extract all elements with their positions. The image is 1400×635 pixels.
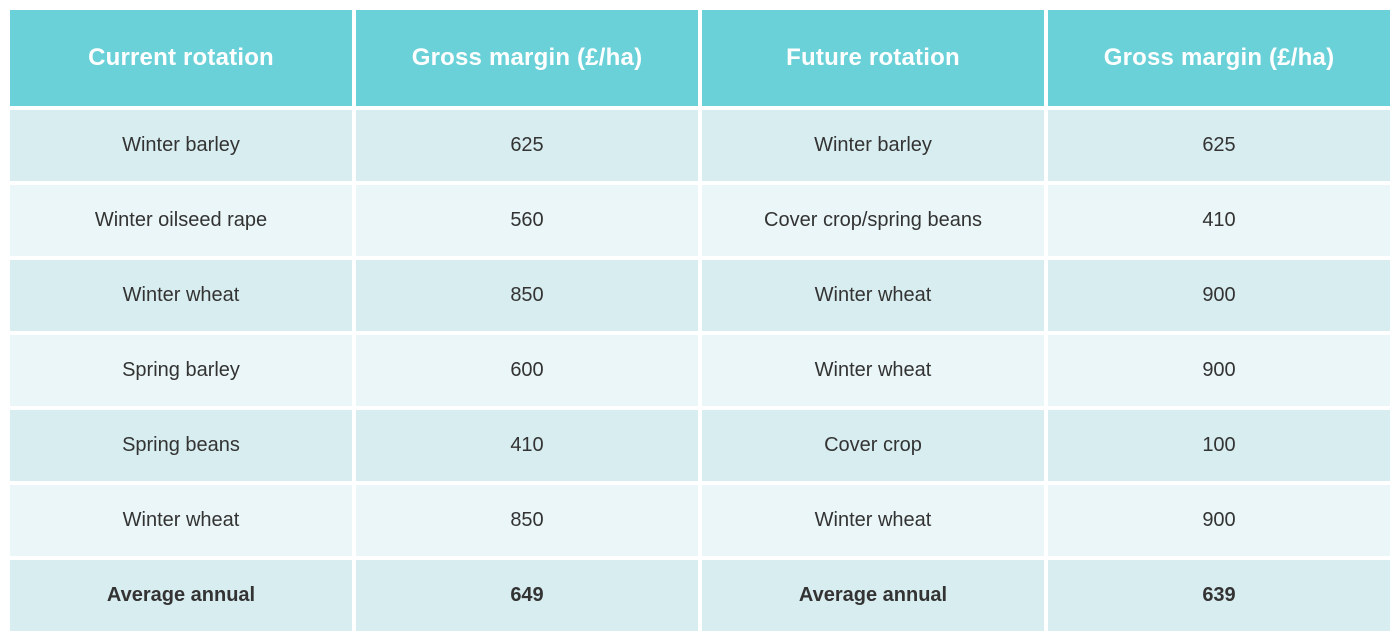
cell-current-rotation: Average annual — [10, 560, 352, 631]
cell-future-margin: 900 — [1048, 335, 1390, 406]
cell-current-margin: 410 — [356, 410, 698, 481]
cell-future-margin: 410 — [1048, 185, 1390, 256]
table-body: Winter barley 625 Winter barley 625 Winter o… — [10, 110, 1390, 631]
table-row: Winter wheat 850 Winter wheat 900 — [10, 485, 1390, 556]
cell-current-margin: 625 — [356, 110, 698, 181]
cell-future-rotation: Average annual — [702, 560, 1044, 631]
table-row: Spring barley 600 Winter wheat 900 — [10, 335, 1390, 406]
table-header: Current rotation Gross margin (£/ha) Futur… — [10, 10, 1390, 106]
cell-future-rotation: Winter wheat — [702, 335, 1044, 406]
cell-current-rotation: Winter wheat — [10, 485, 352, 556]
cell-future-rotation: Winter wheat — [702, 260, 1044, 331]
cell-future-margin: 625 — [1048, 110, 1390, 181]
rotation-comparison-table: Current rotation Gross margin (£/ha) Futur… — [6, 6, 1394, 635]
header-row: Current rotation Gross margin (£/ha) Futur… — [10, 10, 1390, 106]
cell-future-rotation: Winter barley — [702, 110, 1044, 181]
cell-current-margin: 850 — [356, 485, 698, 556]
cell-future-margin: 639 — [1048, 560, 1390, 631]
cell-future-margin: 900 — [1048, 260, 1390, 331]
cell-current-margin: 850 — [356, 260, 698, 331]
column-header: Current rotation — [10, 10, 352, 106]
table-row: Average annual 649 Average annual 639 — [10, 560, 1390, 631]
table-row: Winter barley 625 Winter barley 625 — [10, 110, 1390, 181]
column-header: Future rotation — [702, 10, 1044, 106]
cell-current-margin: 600 — [356, 335, 698, 406]
cell-current-margin: 560 — [356, 185, 698, 256]
cell-future-rotation: Cover crop/spring beans — [702, 185, 1044, 256]
cell-current-rotation: Spring beans — [10, 410, 352, 481]
cell-current-rotation: Winter barley — [10, 110, 352, 181]
cell-future-margin: 100 — [1048, 410, 1390, 481]
cell-current-rotation: Spring barley — [10, 335, 352, 406]
table-row: Spring beans 410 Cover crop 100 — [10, 410, 1390, 481]
cell-current-margin: 649 — [356, 560, 698, 631]
table-row: Winter wheat 850 Winter wheat 900 — [10, 260, 1390, 331]
cell-future-rotation: Winter wheat — [702, 485, 1044, 556]
cell-current-rotation: Winter wheat — [10, 260, 352, 331]
cell-future-margin: 900 — [1048, 485, 1390, 556]
column-header: Gross margin (£/ha) — [1048, 10, 1390, 106]
cell-current-rotation: Winter oilseed rape — [10, 185, 352, 256]
cell-future-rotation: Cover crop — [702, 410, 1044, 481]
table-row: Winter oilseed rape 560 Cover crop/spring … — [10, 185, 1390, 256]
column-header: Gross margin (£/ha) — [356, 10, 698, 106]
